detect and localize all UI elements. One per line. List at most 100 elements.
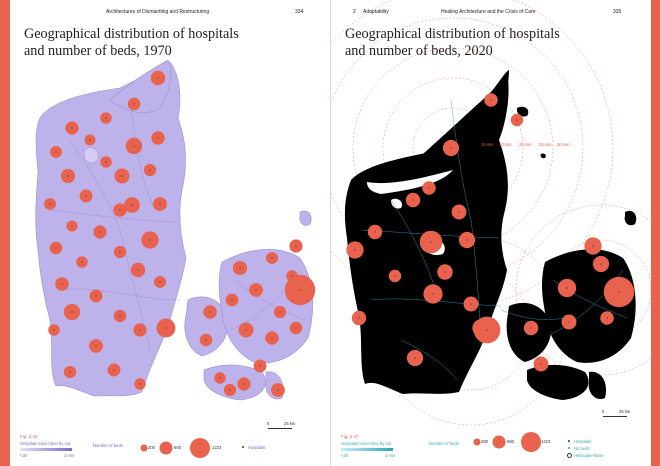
y1970-hospital-dot-35 [139, 383, 141, 385]
y1970-hospital-dot-9 [121, 175, 123, 177]
right-legend-beds-200: 200 [481, 439, 488, 444]
y2020-hospital-dot-6 [354, 249, 356, 251]
y2020-hospital-dot-1 [490, 99, 492, 101]
right-figure-number: Fig. 2.47 [341, 434, 359, 439]
y2020-hospital-dot-2 [450, 147, 452, 149]
ring-labels: 15 min 10 min 20 min 25 min 30 min [481, 142, 570, 147]
bornholm-2020 [624, 210, 637, 226]
legend-circle-1223 [521, 432, 541, 452]
y1970-hospital-dot-46 [271, 337, 273, 339]
bornholm-1970 [299, 210, 312, 226]
roads-1970 [49, 99, 306, 351]
right-legend-travel-label: Hospitals travel time by car [341, 441, 392, 446]
y2020-hospital-dot-4 [458, 211, 460, 213]
y1970-hospital-dot-51 [277, 389, 279, 391]
jutland-1970 [35, 61, 187, 397]
y2020-hospital-dot-10 [444, 271, 446, 273]
y1970-hospital-dot-41 [291, 275, 293, 277]
left-legend-travel-label: Hospitals travel time by car [20, 441, 71, 446]
y1970-hospital-dot-42 [255, 289, 257, 291]
left-running-header: Architectures of Dismantling and Restruc… [106, 9, 210, 15]
y1970-hospital-dot-28 [119, 315, 121, 317]
y1970-hospital-dot-34 [113, 369, 115, 371]
right-legend-travel-max: 1 min [385, 453, 396, 458]
y1970-hospital-dot-36 [209, 311, 211, 313]
y2020-hospital-dot-5 [412, 199, 414, 201]
left-legend-beds-600: 600 [174, 445, 181, 450]
ring-label-3: 20 min [519, 142, 532, 147]
y1970-hospital-dot-3 [105, 117, 107, 119]
y1970-hospital-dot-2 [133, 103, 135, 105]
y2020-hospital-dot-3 [516, 119, 518, 121]
y1970-hospital-dot-50 [299, 289, 301, 291]
ring-label-1: 15 min [481, 142, 494, 147]
right-legend-travel-gradient [341, 448, 393, 451]
left-legend-bed-circles [140, 438, 210, 458]
y1970-hospital-dot-14 [131, 204, 133, 206]
left-title-line1: Geographical distribution of hospitals [24, 26, 239, 42]
book-gutter [330, 0, 331, 466]
y1970-hospital-dot-39 [271, 257, 273, 259]
y2020-hospital-dot-9 [428, 187, 430, 189]
lolland-2020 [527, 364, 589, 400]
ring-label-2: 10 min [499, 142, 512, 147]
y1970-hospital-dot-52 [229, 389, 231, 391]
y2020-hospital-dot-20 [618, 291, 620, 293]
y1970-hospital-dot-15 [159, 203, 161, 205]
left-legend-beds-label: Number of beds [93, 443, 123, 448]
y1970-hospital-dot-24 [61, 283, 63, 285]
y1970-hospital-dot-8 [89, 139, 91, 141]
left-legend-travel-min: <30 [20, 453, 28, 458]
y1970-hospital-dot-47 [295, 327, 297, 329]
right-legend-hospitals-label: Hospitals [574, 439, 592, 444]
left-title-line2: and number of beds, 1970 [24, 42, 172, 59]
right-chapter-number: 2 [353, 9, 356, 15]
left-legend-beds-1223: 1223 [212, 445, 222, 450]
y1970-hospital-dot-12 [105, 161, 107, 163]
right-legend-no-beds-label: No beds [574, 446, 590, 451]
y2020-hospital-dot-25 [374, 231, 376, 233]
left-legend-travel-max: 1 min [64, 453, 75, 458]
falster-2020 [588, 371, 607, 400]
right-legend-travel-min: <30 [341, 453, 349, 458]
y1970-hospital-dot-11 [67, 175, 69, 177]
y1970-hospital-dot-6 [71, 127, 73, 129]
y1970-hospital-dot-17 [71, 225, 73, 227]
left-legend-travel-gradient [20, 448, 72, 451]
laeso-2020 [517, 106, 529, 117]
right-legend-hospital-dot [568, 440, 570, 442]
land-2020 [344, 70, 637, 400]
right-scale-bar [603, 416, 627, 417]
y1970-hospital-dot-21 [119, 251, 121, 253]
vendsyssel-1970 [109, 59, 172, 113]
y1970-hospital-dot-13 [85, 195, 87, 197]
y2020-hospital-dot-24 [540, 363, 542, 365]
y1970-hospital-dot-1 [157, 77, 159, 79]
y2020-hospital-dot-7 [430, 241, 432, 243]
left-legend-hospitals-label: Hospitals [248, 445, 266, 450]
y2020-hospital-dot-15 [414, 357, 416, 359]
y1970-hospital-dot-37 [205, 339, 207, 341]
right-legend-helicopter-icon [567, 453, 572, 458]
legend-circle-600 [492, 435, 506, 449]
right-scale-label: 25 km [619, 409, 631, 414]
y2020-hospital-dot-12 [432, 293, 434, 295]
y1970-hospital-dot-20 [149, 239, 151, 241]
map-2020: 15 min 10 min 20 min 25 min 30 min [331, 0, 651, 426]
right-legend-bed-circles [473, 432, 541, 452]
y1970-hospital-dot-31 [95, 345, 97, 347]
y1970-hospital-dot-48 [219, 377, 221, 379]
land-1970 [35, 59, 313, 401]
y1970-hospital-dot-40 [295, 245, 297, 247]
y2020-hospital-dot-16 [486, 329, 488, 331]
y1970-hospital-dot-43 [231, 299, 233, 301]
left-legend-beds-200: 200 [148, 445, 155, 450]
y1970-hospital-dot-23 [137, 269, 139, 271]
y1970-hospital-dot-27 [71, 311, 73, 313]
map-1970 [35, 59, 316, 401]
ring-label-4: 25 min [539, 142, 552, 147]
right-legend-helicopter-label: Helicopter Base [574, 453, 604, 458]
left-page: Architectures of Dismantling and Restruc… [10, 0, 330, 466]
right-section-name: Adaptability [363, 9, 389, 15]
y1970-hospital-dot-29 [139, 329, 141, 331]
